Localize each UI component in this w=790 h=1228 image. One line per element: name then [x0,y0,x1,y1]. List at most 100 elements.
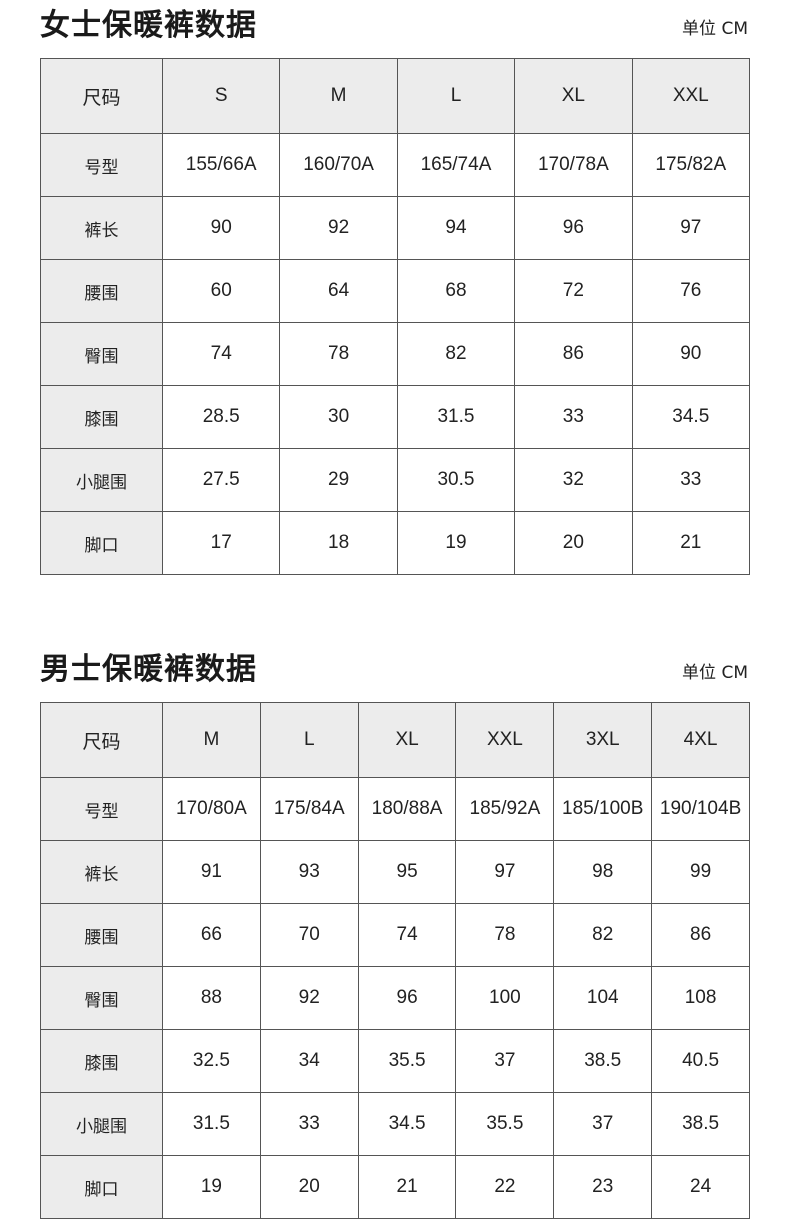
measurement-label: 臀围 [40,966,163,1030]
measurement-cell: 24 [651,1155,750,1219]
measurement-cell: 74 [357,903,457,967]
table-row: 臀围 88 92 96 100 104 108 [40,966,750,1030]
measurement-cell: 92 [279,196,398,260]
size-header-cell: 3XL [553,702,653,778]
measurement-label: 膝围 [40,385,163,449]
measurement-label: 裤长 [40,840,163,904]
measurement-cell: 86 [514,322,633,386]
measurement-cell: 66 [162,903,261,967]
size-header-cell: L [259,702,359,778]
men-unit-label: 单位 CM [682,663,748,683]
measurement-cell: 165/74A [396,133,516,197]
measurement-cell: 30 [279,385,398,449]
size-header-cell: S [161,58,281,134]
measurement-cell: 78 [279,322,398,386]
measurement-cell: 97 [455,840,555,904]
table-row: 小腿围 27.5 29 30.5 32 33 [40,448,751,512]
measurement-cell: 28.5 [161,385,281,449]
measurement-cell: 33 [514,385,633,449]
measurement-cell: 108 [651,966,750,1030]
measurement-cell: 37 [455,1029,555,1093]
size-header-cell: XXL [455,702,555,778]
measurement-label: 腰围 [40,903,163,967]
measurement-cell: 33 [631,448,751,512]
measurement-cell: 78 [455,903,555,967]
table-row: 膝围 28.5 30 31.5 33 34.5 [40,385,751,449]
measurement-cell: 185/100B [553,777,653,841]
measurement-label: 腰围 [40,259,163,323]
size-header-cell: XL [514,58,633,134]
measurement-cell: 32 [514,448,633,512]
table-row: 小腿围 31.5 33 34.5 35.5 37 38.5 [40,1092,750,1156]
table-row: 号型 155/66A 160/70A 165/74A 170/78A 175/82A [40,133,751,197]
measurement-cell: 23 [553,1155,653,1219]
size-header-cell: 4XL [651,702,750,778]
measurement-label: 脚口 [40,511,163,575]
row-label-header: 尺码 [40,702,163,778]
measurement-cell: 70 [259,903,359,967]
measurement-cell: 74 [161,322,281,386]
men-size-table: 尺码 M L XL XXL 3XL 4XL 号型 170/80A 175/84A 180/88A 18… [40,702,750,1219]
measurement-cell: 185/92A [455,777,555,841]
measurement-cell: 88 [162,966,261,1030]
measurement-label: 膝围 [40,1029,163,1093]
measurement-label: 脚口 [40,1155,163,1219]
measurement-cell: 97 [631,196,751,260]
measurement-label: 号型 [40,777,163,841]
measurement-cell: 30.5 [396,448,516,512]
measurement-cell: 76 [631,259,751,323]
measurement-cell: 33 [259,1092,359,1156]
table-row: 脚口 17 18 19 20 21 [40,511,751,575]
measurement-cell: 180/88A [357,777,457,841]
measurement-cell: 92 [259,966,359,1030]
measurement-cell: 38.5 [651,1092,750,1156]
table-row: 膝围 32.5 34 35.5 37 38.5 40.5 [40,1029,750,1093]
measurement-label: 臀围 [40,322,163,386]
measurement-cell: 64 [279,259,398,323]
measurement-cell: 99 [651,840,750,904]
measurement-cell: 104 [553,966,653,1030]
measurement-cell: 34 [259,1029,359,1093]
measurement-cell: 18 [279,511,398,575]
table-row: 腰围 66 70 74 78 82 86 [40,903,750,967]
row-label-header: 尺码 [40,58,163,134]
measurement-cell: 34.5 [631,385,751,449]
measurement-cell: 32.5 [162,1029,261,1093]
table-row: 腰围 60 64 68 72 76 [40,259,751,323]
size-header-cell: M [279,58,398,134]
measurement-cell: 82 [553,903,653,967]
measurement-cell: 21 [631,511,751,575]
measurement-cell: 60 [161,259,281,323]
measurement-label: 号型 [40,133,163,197]
table-row: 号型 170/80A 175/84A 180/88A 185/92A 185/100B 19… [40,777,750,841]
size-header-cell: M [162,702,261,778]
measurement-cell: 19 [396,511,516,575]
measurement-cell: 100 [455,966,555,1030]
measurement-cell: 90 [631,322,751,386]
table-row: 裤长 90 92 94 96 97 [40,196,751,260]
measurement-cell: 68 [396,259,516,323]
measurement-cell: 19 [162,1155,261,1219]
measurement-cell: 170/80A [162,777,261,841]
measurement-cell: 35.5 [357,1029,457,1093]
measurement-cell: 155/66A [161,133,281,197]
measurement-cell: 37 [553,1092,653,1156]
measurement-cell: 27.5 [161,448,281,512]
table-row: 脚口 19 20 21 22 23 24 [40,1155,750,1219]
measurement-cell: 86 [651,903,750,967]
measurement-cell: 34.5 [357,1092,457,1156]
header-row: 尺码 M L XL XXL 3XL 4XL [40,702,750,778]
measurement-cell: 96 [514,196,633,260]
measurement-cell: 17 [161,511,281,575]
measurement-cell: 40.5 [651,1029,750,1093]
women-unit-label: 单位 CM [682,19,748,39]
women-size-table: 尺码 S M L XL XXL 号型 155/66A 160/70A 165/74A 170/78A… [40,58,751,575]
measurement-cell: 82 [396,322,516,386]
measurement-cell: 29 [279,448,398,512]
women-section-title: 女士保暖裤数据 [40,8,257,43]
measurement-cell: 98 [553,840,653,904]
measurement-cell: 91 [162,840,261,904]
measurement-label: 小腿围 [40,448,163,512]
measurement-cell: 190/104B [651,777,750,841]
men-section-title: 男士保暖裤数据 [40,652,257,687]
